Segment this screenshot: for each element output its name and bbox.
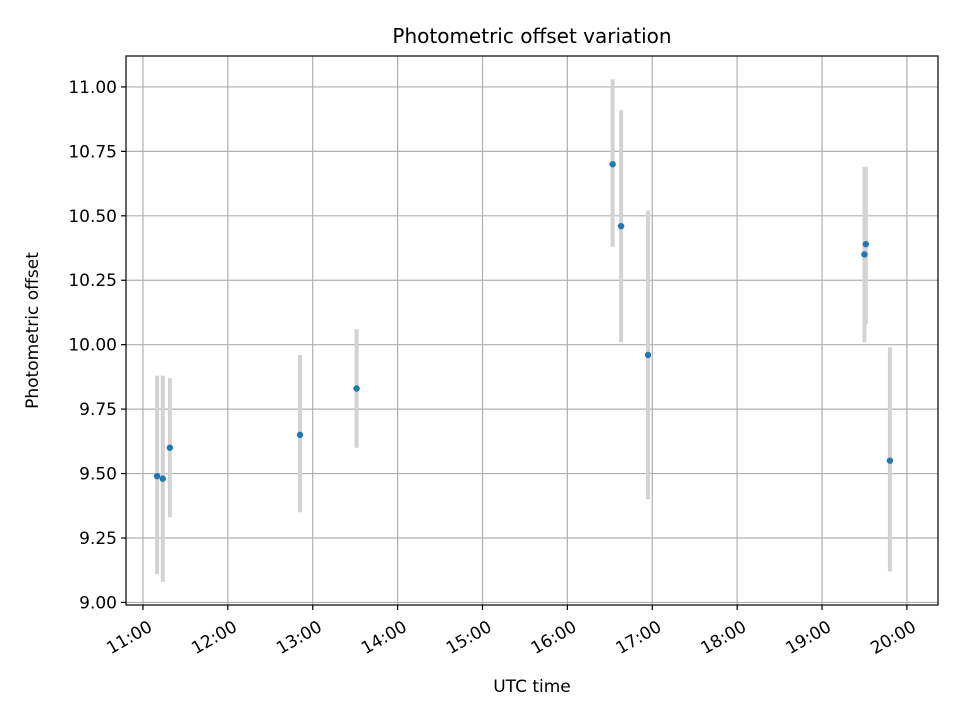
x-axis-label: UTC time: [493, 677, 571, 697]
data-point: [166, 444, 174, 451]
y-tick-label: 10.50: [68, 207, 117, 227]
data-point: [617, 222, 625, 230]
grid: [126, 56, 938, 605]
y-tick-label: 10.75: [68, 142, 117, 162]
axis-ticks: 11:00 12:00 13:00 14:00 15:00 16:00 17:00 18:00…: [68, 78, 919, 659]
data-point: [609, 161, 616, 168]
data-point: [862, 240, 870, 248]
y-tick-label: 10.00: [68, 336, 117, 356]
y-axis-label: Photometric offset: [23, 252, 43, 409]
data-point: [353, 385, 360, 392]
y-tick-label: 9.25: [79, 529, 117, 549]
plot-area-frame: [125, 55, 939, 606]
y-tick-label: 9.75: [79, 400, 117, 420]
data-point: [861, 251, 868, 258]
data-point: [644, 351, 652, 359]
data-point: [296, 431, 304, 439]
chart-title: Photometric offset variation: [392, 24, 671, 48]
y-tick-label: 9.50: [79, 464, 117, 484]
y-tick-label: 11.00: [68, 78, 117, 98]
data-point: [153, 472, 161, 480]
y-tick-label: 10.25: [68, 271, 117, 291]
data-point: [886, 457, 894, 464]
data-point: [159, 475, 166, 482]
y-tick-label: 9.00: [79, 593, 117, 613]
data-points: [153, 161, 894, 482]
